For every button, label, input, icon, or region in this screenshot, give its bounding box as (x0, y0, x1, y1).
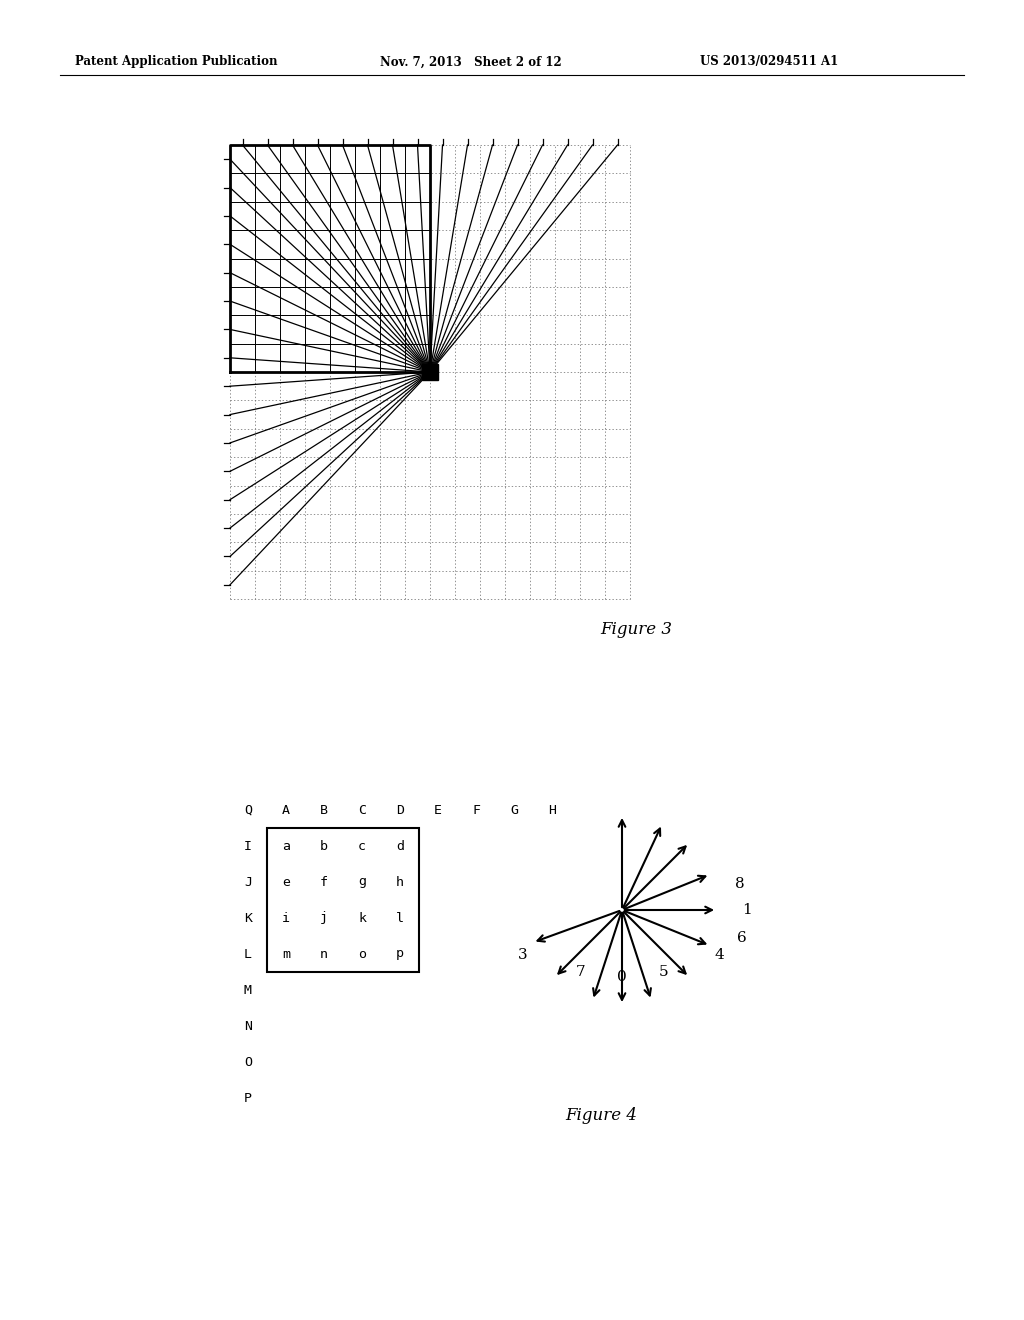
Text: P: P (244, 1092, 252, 1105)
Bar (267, 828, 419, 972)
Text: C: C (358, 804, 366, 817)
Text: b: b (319, 840, 328, 853)
Text: o: o (358, 948, 366, 961)
Text: i: i (282, 912, 290, 924)
Text: Figure 4: Figure 4 (565, 1106, 637, 1123)
Text: p: p (396, 948, 404, 961)
Text: 3: 3 (518, 948, 527, 962)
Text: g: g (358, 875, 366, 888)
Text: H: H (548, 804, 556, 817)
Text: e: e (282, 875, 290, 888)
Text: 5: 5 (658, 965, 669, 979)
Text: 1: 1 (742, 903, 752, 917)
Polygon shape (422, 364, 438, 380)
Text: n: n (319, 948, 328, 961)
Text: d: d (396, 840, 404, 853)
Text: D: D (396, 804, 404, 817)
Text: L: L (244, 948, 252, 961)
Text: F: F (472, 804, 480, 817)
Text: 0: 0 (617, 970, 627, 983)
Text: E: E (434, 804, 442, 817)
Text: G: G (510, 804, 518, 817)
Text: 6: 6 (737, 931, 746, 945)
Text: f: f (319, 875, 328, 888)
Text: Patent Application Publication: Patent Application Publication (75, 55, 278, 69)
Text: h: h (396, 875, 404, 888)
Text: j: j (319, 912, 328, 924)
Text: 7: 7 (575, 965, 586, 979)
Text: K: K (244, 912, 252, 924)
Text: N: N (244, 1019, 252, 1032)
Text: B: B (319, 804, 328, 817)
Text: Figure 3: Figure 3 (600, 622, 672, 639)
Text: US 2013/0294511 A1: US 2013/0294511 A1 (700, 55, 839, 69)
Text: O: O (244, 1056, 252, 1068)
Text: 8: 8 (735, 878, 744, 891)
Text: Q: Q (244, 804, 252, 817)
Text: m: m (282, 948, 290, 961)
Text: Nov. 7, 2013   Sheet 2 of 12: Nov. 7, 2013 Sheet 2 of 12 (380, 55, 562, 69)
Text: l: l (396, 912, 404, 924)
Text: M: M (244, 983, 252, 997)
Text: J: J (244, 875, 252, 888)
Text: A: A (282, 804, 290, 817)
Text: a: a (282, 840, 290, 853)
Text: k: k (358, 912, 366, 924)
Text: 4: 4 (715, 948, 724, 962)
Text: I: I (244, 840, 252, 853)
Text: c: c (358, 840, 366, 853)
